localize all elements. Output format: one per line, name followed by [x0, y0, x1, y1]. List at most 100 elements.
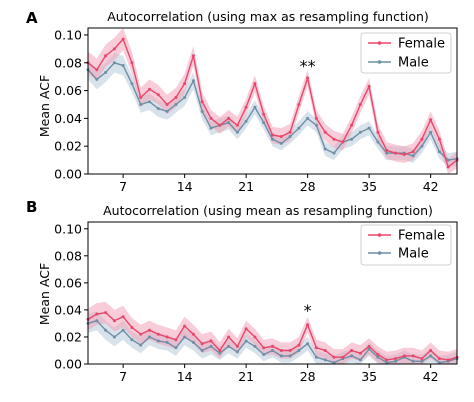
- panel-b-female-point: [227, 335, 231, 339]
- panel-a-female-point: [332, 137, 336, 141]
- panel-a-female-point: [358, 103, 362, 106]
- panel-a-y-tick-label: 0.00: [54, 167, 82, 182]
- panel-a-female-point: [130, 61, 134, 65]
- panel-b-male-point: [227, 344, 231, 348]
- panel-b-female-point: [341, 355, 345, 359]
- panel-b-y-tick-label: 0.02: [54, 329, 82, 344]
- panel-a-female-point: [191, 54, 195, 58]
- panel-a-male-point: [174, 103, 178, 106]
- panel-b-male-point: [235, 350, 239, 354]
- panel-a-female-point: [306, 76, 310, 80]
- panel-b-male-point: [420, 359, 424, 363]
- panel-b-x-tick-label: 35: [361, 369, 377, 384]
- panel-b-male-point: [191, 340, 195, 344]
- panel-b-y-tick-label: 0.10: [54, 221, 82, 236]
- panel-b-female-point: [183, 324, 187, 328]
- panel-a-x-tick-label: 28: [300, 179, 316, 194]
- panel-a-data-points: [86, 37, 459, 169]
- panel-b-female-point: [376, 353, 380, 356]
- panel-b-y-ticks: 0.00 0.02 0.04 0.06 0.08 0.10: [54, 221, 88, 372]
- panel-a-male-point: [411, 154, 415, 158]
- panel-b-male-point: [429, 354, 433, 358]
- panel-b-female-point: [279, 349, 283, 352]
- panel-a-female-point: [297, 103, 301, 106]
- panel-a-female-point: [148, 87, 151, 91]
- panel-b-female-point: [235, 344, 239, 348]
- panel-a-title: Autocorrelation (using max as resampling…: [107, 9, 429, 24]
- panel-a-female-point: [262, 112, 266, 116]
- panel-b-male-point: [271, 349, 274, 352]
- panel-a-male-point: [376, 140, 380, 144]
- panel-b-female-point: [420, 357, 424, 361]
- panel-b-female-point: [402, 354, 406, 358]
- panel-a-female-point: [429, 118, 433, 122]
- panel-b-legend-female-label: Female: [398, 229, 445, 244]
- panel-a-male-point: [95, 77, 99, 81]
- panel-b-female-point: [314, 346, 318, 350]
- panel-a-male-point: [112, 61, 116, 65]
- panel-a-x-tick-label: 42: [423, 179, 439, 194]
- panel-b-male-point: [183, 335, 187, 339]
- panel-a-plot-frame: [87, 27, 458, 175]
- panel-a-significance-marker: **: [300, 57, 316, 76]
- panel-a-female-point: [279, 135, 283, 138]
- panel-a-female-point: [95, 68, 99, 72]
- panel-b-male-point: [200, 349, 204, 352]
- panel-b-male-point: [323, 358, 327, 362]
- panel-a-female-point: [323, 130, 327, 134]
- panel-a-male-point: [191, 79, 195, 83]
- panel-a-female-point: [218, 123, 222, 127]
- panel-b-male-point: [112, 335, 116, 339]
- panel-b-male-point: [306, 342, 310, 346]
- panel-b-male-point: [332, 361, 336, 365]
- panel-b-confidence-bands: [88, 301, 457, 364]
- panel-a-male-point: [297, 126, 301, 130]
- panel-a-male-point: [165, 109, 169, 113]
- panel-a-legend-male-marker: [377, 60, 382, 64]
- panel-a-female-point: [402, 153, 406, 156]
- panel-a-y-axis-label: Mean ACF: [37, 75, 52, 137]
- panel-a-female-point: [139, 96, 143, 99]
- panel-a-female-point: [244, 105, 248, 109]
- panel-b-male-point: [174, 346, 178, 350]
- panel-a-female-point: [227, 116, 231, 120]
- panel-a-x-tick-label: 21: [238, 179, 254, 194]
- panel-a-female-point: [314, 116, 318, 120]
- panel-a-female-point: [209, 116, 213, 120]
- panel-b-male-point: [288, 354, 292, 358]
- panel-b-y-tick-label: 0.04: [54, 302, 82, 317]
- panel-a-legend-female-marker: [377, 41, 382, 45]
- panel-b-y-tick-label: 0.00: [54, 357, 82, 372]
- panel-a-male-point: [139, 103, 143, 106]
- panel-a-female-point: [376, 130, 380, 134]
- panel-b-y-axis-label: Mean ACF: [37, 263, 52, 325]
- panel-b-female-point: [288, 349, 292, 352]
- panel-a-x-tick-label: 14: [177, 179, 193, 194]
- panel-b-female-point: [156, 332, 160, 336]
- panel-a-legend: Female Male: [360, 32, 452, 74]
- panel-a-female-point: [183, 82, 187, 86]
- panel-b-female-point: [209, 339, 213, 343]
- panel-b-x-tick-label: 14: [177, 369, 193, 384]
- panel-a-female-point: [200, 100, 204, 104]
- panel-a-male-point: [323, 147, 327, 151]
- panel-a-x-tick-label: 7: [119, 179, 127, 194]
- panel-a-male-point: [183, 96, 187, 99]
- panel-b-male-point: [165, 340, 169, 344]
- panel-a-male-point: [288, 135, 292, 138]
- panel-b-male-point: [350, 354, 354, 358]
- panel-b-male-point: [411, 359, 415, 363]
- panel-b-male-point: [253, 344, 257, 348]
- panel-a-female-point: [174, 96, 178, 99]
- panel-a-male-point: [130, 82, 134, 86]
- panel-b-male-point: [148, 335, 151, 339]
- panel-b-female-confidence-band: [88, 301, 457, 364]
- panel-a-y-ticks: 0.00 0.02 0.04 0.06 0.08 0.10: [54, 27, 88, 182]
- panel-a-female-point: [165, 103, 169, 106]
- panel-b-female-point: [429, 349, 433, 352]
- panel-a-male-point: [367, 126, 371, 130]
- panel-a-female-point: [253, 82, 257, 86]
- panel-b-female-point: [394, 357, 397, 361]
- panel-a-male-point: [200, 109, 204, 113]
- panel-b-female-point: [95, 312, 99, 316]
